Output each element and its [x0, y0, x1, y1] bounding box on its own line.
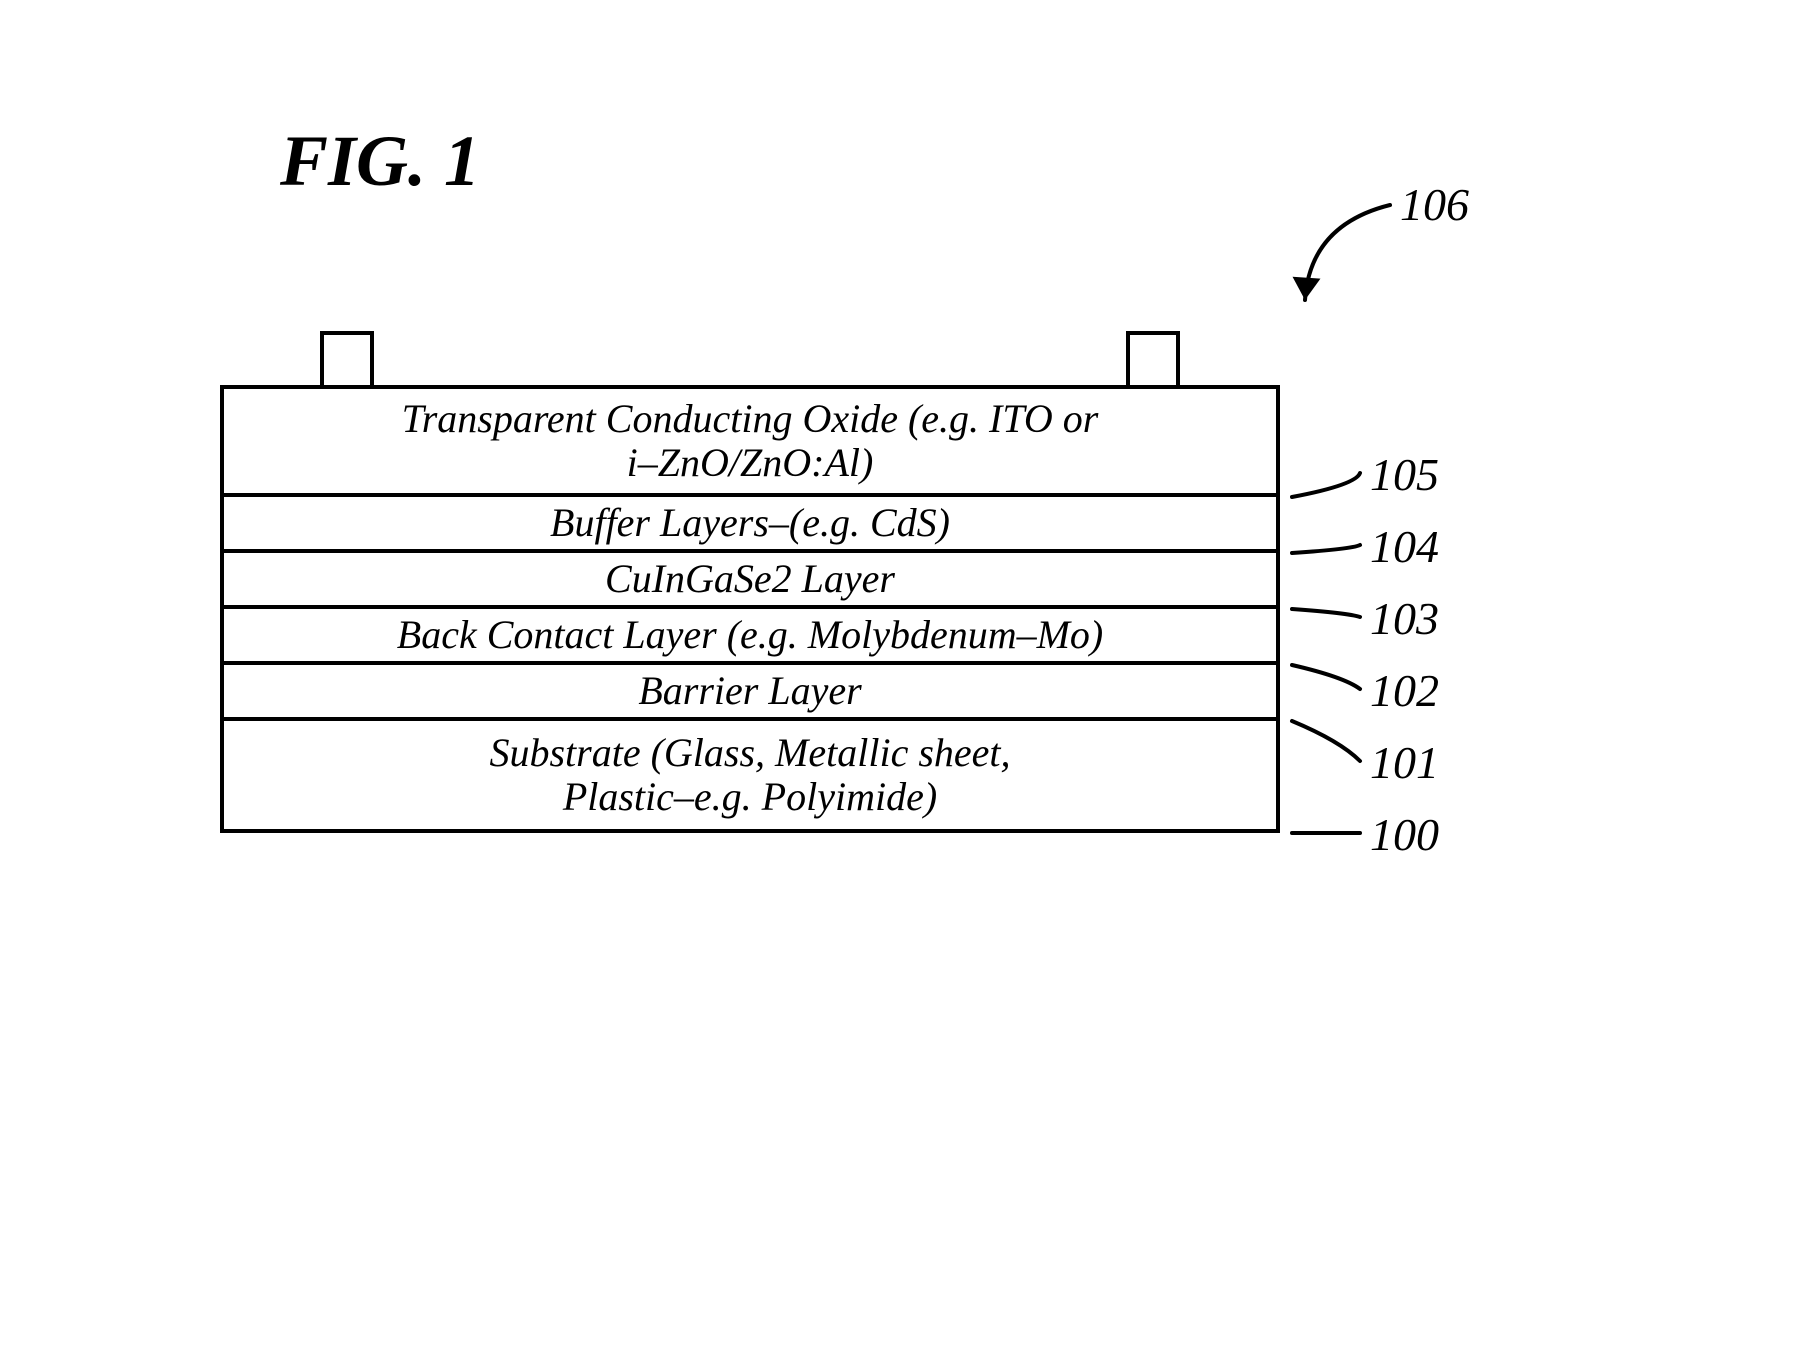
figure-canvas: FIG. 1 Transparent Conducting Oxide (e.g… — [0, 0, 1807, 1368]
reference-number-104: 104 — [1370, 520, 1439, 573]
assembly-reference-number: 106 — [1400, 178, 1469, 231]
top-contact-left — [320, 331, 374, 385]
layer-barrier: Barrier Layer — [220, 665, 1280, 721]
layer-buffer: Buffer Layers–(e.g. CdS) — [220, 497, 1280, 553]
layer-label: Back Contact Layer (e.g. Molybdenum–Mo) — [397, 613, 1103, 657]
reference-number-103: 103 — [1370, 592, 1439, 645]
figure-title: FIG. 1 — [280, 120, 480, 203]
layer-label: Buffer Layers–(e.g. CdS) — [550, 501, 950, 545]
layer-label: Barrier Layer — [638, 669, 861, 713]
layer-stack: Transparent Conducting Oxide (e.g. ITO o… — [220, 385, 1280, 833]
layer-cigs: CuInGaSe2 Layer — [220, 553, 1280, 609]
reference-number-105: 105 — [1370, 448, 1439, 501]
layer-label: Substrate (Glass, Metallic sheet,Plastic… — [489, 731, 1010, 819]
layer-substrate: Substrate (Glass, Metallic sheet,Plastic… — [220, 721, 1280, 833]
reference-number-102: 102 — [1370, 664, 1439, 717]
layer-label: CuInGaSe2 Layer — [605, 557, 895, 601]
reference-number-100: 100 — [1370, 808, 1439, 861]
layer-label: Transparent Conducting Oxide (e.g. ITO o… — [402, 397, 1099, 485]
reference-number-101: 101 — [1370, 736, 1439, 789]
layer-tco: Transparent Conducting Oxide (e.g. ITO o… — [220, 385, 1280, 497]
top-contacts — [220, 331, 1280, 385]
layer-back: Back Contact Layer (e.g. Molybdenum–Mo) — [220, 609, 1280, 665]
top-contact-right — [1126, 331, 1180, 385]
